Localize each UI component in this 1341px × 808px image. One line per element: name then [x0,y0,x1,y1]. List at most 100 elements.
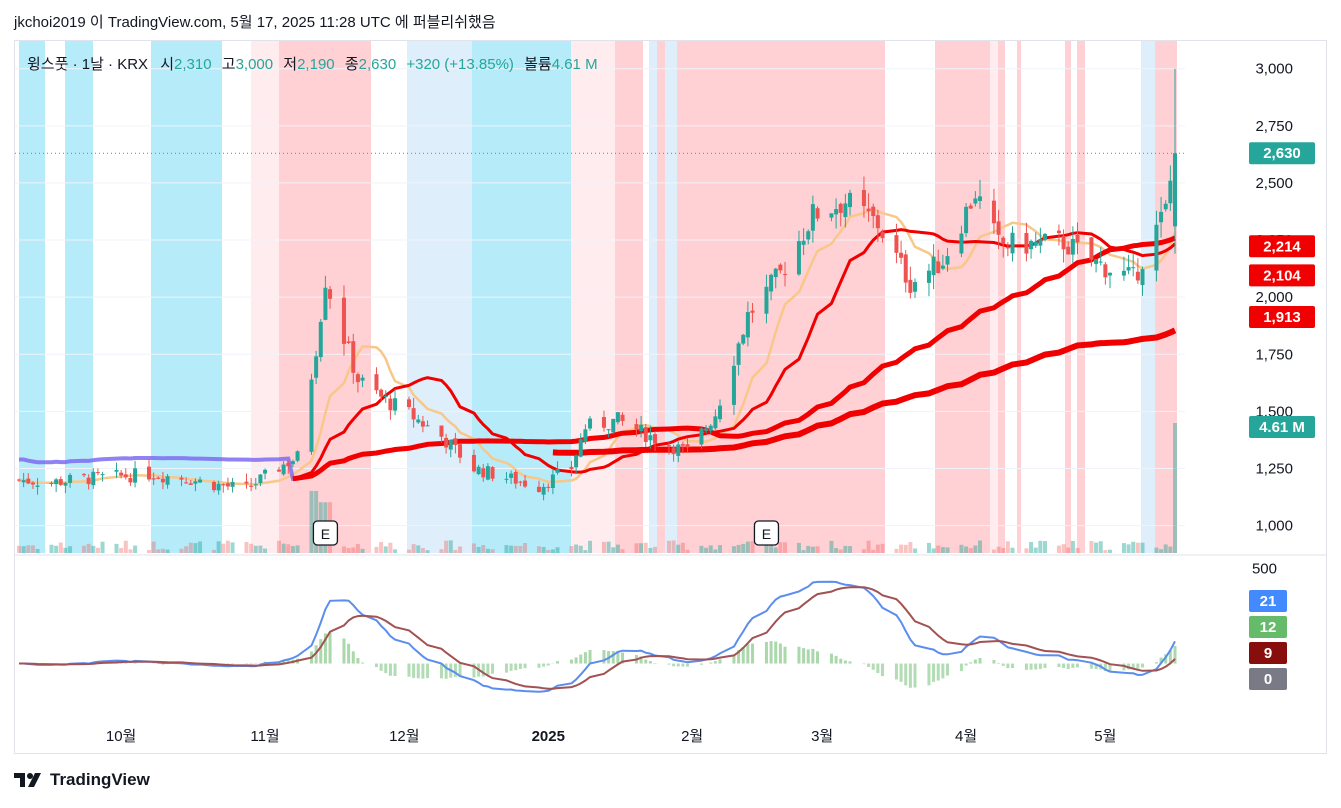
candle [100,471,105,482]
candle [1140,266,1145,296]
candle-body [160,478,165,483]
candle-body [861,189,866,207]
candle-body [1001,237,1006,245]
volume-bar [866,540,871,553]
volume-bar [843,545,848,553]
candle [346,336,351,345]
candle-body [1075,234,1080,243]
legend-high-label: 고 [222,56,236,73]
volume-bar [188,542,193,553]
macd-histogram-bar [862,663,866,665]
candle-body [936,261,941,274]
macd-histogram-bar [416,663,420,679]
candle-body [216,483,221,491]
footer-brand[interactable]: TradingView [14,770,150,790]
candle-body [810,204,815,231]
candle [179,475,184,487]
candle [871,203,876,229]
macd-histogram-bar [1001,663,1005,666]
candle [680,441,685,454]
candle-body [504,478,509,480]
candle [355,372,360,393]
candle [276,466,281,472]
candle-layer [17,68,1177,501]
macd-histogram-bar [1034,663,1038,670]
volume-bar [750,541,755,553]
candle [861,176,866,218]
macd-histogram-bar [709,662,713,664]
macd-histogram-bar [871,663,875,670]
candle-body [128,478,133,483]
volume-bar [156,549,161,553]
candle [221,483,226,493]
volume-bar [769,540,774,553]
candle-body [1094,258,1099,264]
macd-histogram-bar [816,651,820,664]
earnings-marker: E [753,520,780,546]
legend-low: 2,190 [297,56,335,73]
candle-body [964,206,969,234]
candle [253,477,258,490]
volume-bar [504,545,509,553]
earnings-marker-label: E [321,526,330,542]
candle-body [86,477,91,485]
macd-histogram-bar [351,651,355,664]
volume-bar [26,545,31,553]
candle [388,394,393,420]
volume-bar [1098,541,1103,553]
candle-body [290,461,295,465]
candle-body [899,252,904,258]
volume-bar [1089,541,1094,553]
volume-bar [783,542,788,553]
volume-bar [1010,547,1015,553]
macd-histogram-bar [379,663,383,671]
macd-histogram-bar [319,639,323,664]
macd-histogram-bar [778,643,782,664]
macd-histogram-bar [904,663,908,686]
candle [184,477,189,484]
macd-histogram-bar [1131,663,1135,669]
candle-body [54,479,59,485]
candle [666,442,671,455]
candle [978,179,983,209]
macd-layer [19,580,1177,693]
macd-histogram-bar [713,661,717,664]
candle [416,414,421,424]
macd-histogram-bar [244,663,248,665]
volume-tag-text: 4.61 M [1259,419,1305,436]
x-tick-label: 2월 [681,728,703,745]
volume-bar [611,547,616,553]
x-tick-label: 12월 [389,728,420,745]
candle-body [764,286,769,314]
candle-body [21,480,26,483]
volume-bar [198,541,203,553]
candle-body [1173,153,1177,227]
volume-bar [801,550,806,553]
volume-bar [680,542,685,553]
earnings-marker: E [312,520,339,546]
volume-bar [536,546,541,553]
macd-histogram-bar [811,648,815,664]
candle-body [583,429,588,442]
candle [258,474,263,487]
candle [439,425,444,443]
macd-histogram-bar [314,645,318,664]
macd-histogram-bar [648,661,652,664]
candle [769,273,774,301]
volume-bar [671,540,676,553]
macd-histogram-bar [1089,663,1093,669]
macd-histogram-bar [1136,663,1140,669]
candle [996,209,1001,250]
macd-histogram-bar [829,653,833,664]
chart-svg[interactable]: EE 1,0001,2501,5001,7502,0002,2502,5002,… [15,41,1326,753]
macd-histogram-bar [1103,663,1107,671]
candle [736,341,741,376]
macd-series-tag: 0 [1249,668,1287,690]
macd-histogram-bar [1071,663,1075,668]
macd-series-tag-text: 21 [1260,593,1277,610]
candle-body [346,341,351,344]
candle [750,302,755,323]
candle-body [1033,241,1038,246]
chart-frame[interactable]: EE 1,0001,2501,5001,7502,0002,2502,5002,… [14,40,1327,754]
candle [875,209,880,242]
